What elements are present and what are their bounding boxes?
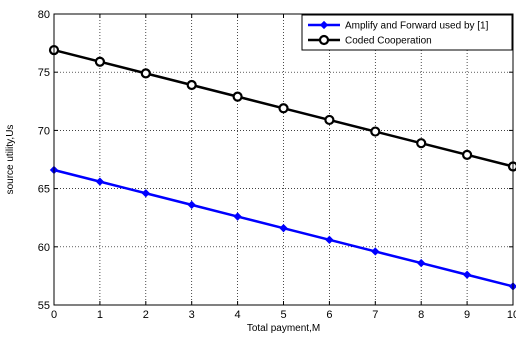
axes bbox=[53, 13, 514, 306]
x-tick-label: 2 bbox=[143, 309, 149, 321]
legend-marker bbox=[319, 20, 329, 30]
y-tick-label: 75 bbox=[38, 67, 50, 79]
series-1 bbox=[49, 165, 516, 291]
x-tick-label: 8 bbox=[418, 309, 424, 321]
data-point bbox=[187, 200, 196, 210]
series-2 bbox=[48, 44, 516, 172]
data-point bbox=[416, 138, 427, 149]
data-point bbox=[232, 91, 243, 102]
data-point bbox=[279, 224, 288, 233]
legend-marker bbox=[318, 34, 330, 46]
data-point bbox=[141, 189, 150, 198]
legend-entry: Coded Cooperation bbox=[345, 36, 432, 47]
x-tick-label: 5 bbox=[280, 309, 286, 321]
x-tick-label: 6 bbox=[326, 309, 332, 321]
series-lines bbox=[48, 44, 516, 291]
data-point bbox=[462, 270, 472, 279]
data-point bbox=[324, 114, 335, 126]
x-tick-label: 3 bbox=[189, 309, 195, 321]
data-point bbox=[278, 103, 289, 114]
y-tick-label: 60 bbox=[38, 242, 50, 254]
x-tick-label: 1 bbox=[97, 309, 103, 321]
x-tick-label: 7 bbox=[372, 309, 378, 321]
data-point bbox=[186, 79, 197, 91]
x-tick-label: 4 bbox=[235, 309, 241, 321]
data-point bbox=[371, 247, 380, 256]
plot-frame bbox=[53, 13, 514, 306]
data-point bbox=[417, 258, 426, 268]
x-axis-label: Total payment,M bbox=[247, 323, 320, 334]
legend-box bbox=[301, 14, 513, 51]
legend: Amplify and Forward used by [1] Coded Coo… bbox=[301, 14, 513, 51]
y-tick-label: 70 bbox=[38, 125, 50, 137]
data-point bbox=[95, 177, 105, 186]
x-tick-label: 10 bbox=[507, 309, 516, 321]
data-point bbox=[325, 235, 334, 244]
data-point bbox=[233, 212, 242, 221]
grid-lines bbox=[54, 14, 513, 305]
data-point bbox=[140, 68, 151, 79]
x-tick-label: 0 bbox=[51, 309, 57, 321]
legend-entry: Amplify and Forward used by [1] bbox=[345, 21, 489, 32]
y-tick-label: 55 bbox=[38, 300, 50, 312]
x-tick-label: 9 bbox=[464, 309, 470, 321]
data-point bbox=[462, 149, 473, 160]
y-axis-label: source utility,Us bbox=[5, 125, 16, 195]
data-point bbox=[370, 126, 381, 137]
tick-labels: 0 1 2 3 4 5 6 7 8 9 10 55 60 65 70 75 80 bbox=[38, 9, 516, 321]
data-point bbox=[94, 56, 106, 67]
y-tick-label: 80 bbox=[38, 9, 50, 21]
y-tick-label: 65 bbox=[38, 184, 50, 196]
